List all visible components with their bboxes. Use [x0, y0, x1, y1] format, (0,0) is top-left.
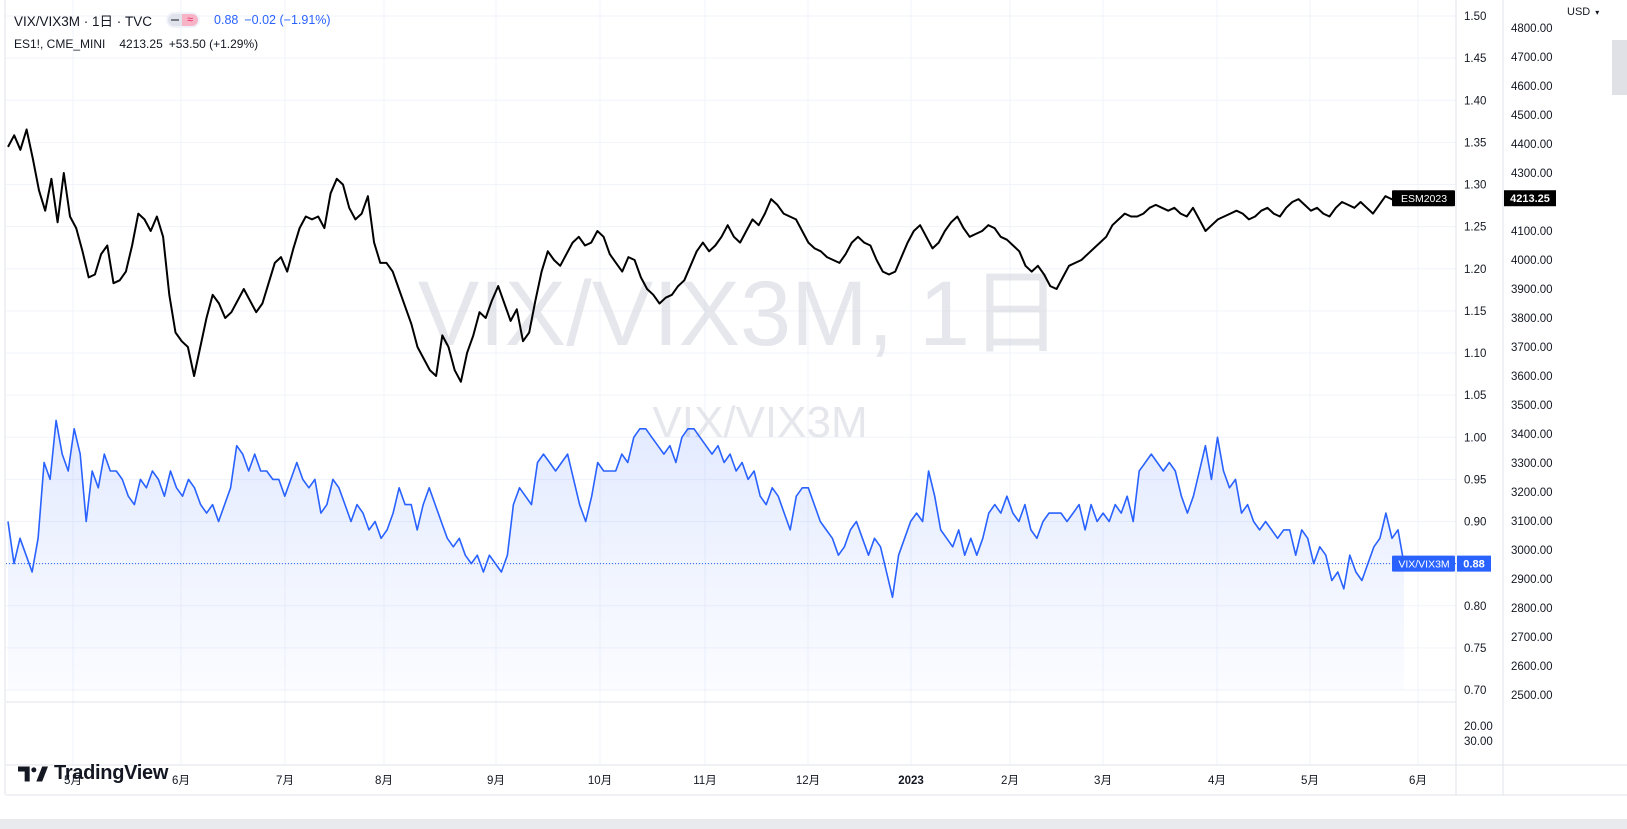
time-axis-label: 7月 — [276, 775, 294, 787]
legend-secondary-change: +53.50 (+1.29%) — [168, 37, 259, 51]
right-axis-tick: 2600.00 — [1511, 661, 1553, 673]
right-edge-scroll[interactable] — [1612, 40, 1627, 95]
left-price-axis[interactable]: 1.50 1.45 1.40 1.35 1.30 1.25 1.20 1.15 1.10 1.05… — [1464, 11, 1486, 697]
series-value-label-box — [1457, 555, 1491, 572]
time-axis-label: 8月 — [375, 775, 393, 787]
time-axis-label: 3月 — [1094, 775, 1112, 787]
time-axis-label: 2月 — [1001, 775, 1019, 787]
legend-compare-badge[interactable]: ≈ — [166, 12, 201, 28]
right-axis-tick: 4700.00 — [1511, 52, 1553, 64]
left-axis-tick: 0.75 — [1464, 643, 1486, 655]
time-axis-label: 2023 — [898, 775, 924, 787]
legend-value: 0.88 — [214, 13, 239, 27]
watermark-main: VIX/VIX3M, 1日 — [418, 263, 1062, 365]
lower-pane-tick: 20.00 — [1464, 721, 1493, 733]
right-axis-tick: 4300.00 — [1511, 168, 1553, 180]
left-axis-tick: 1.40 — [1464, 95, 1486, 107]
right-axis-tick: 4000.00 — [1511, 255, 1553, 267]
legend-symbol[interactable]: VIX/VIX3M · 1日 · TVC — [14, 14, 153, 29]
legend-main-row[interactable]: VIX/VIX3M · 1日 · TVC ≈ 0.88 −0.02 (−1.91… — [14, 9, 331, 31]
left-axis-tick: 0.80 — [1464, 601, 1486, 613]
left-axis-tick: 0.90 — [1464, 517, 1486, 529]
series-value-label-box — [1504, 190, 1556, 207]
series-layer — [6, 128, 1456, 690]
vix-ratio-line — [7, 419, 1405, 599]
left-axis-tick: 1.35 — [1464, 137, 1486, 149]
right-axis-tick: 3400.00 — [1511, 429, 1553, 441]
time-axis-label: 11月 — [693, 775, 716, 787]
ratio-area-fill — [8, 420, 1404, 690]
legend-change: −0.02 (−1.91%) — [244, 13, 331, 27]
lower-pane-tick: 30.00 — [1464, 736, 1493, 748]
legend-secondary-symbol[interactable]: ES1!, CME_MINI — [14, 37, 106, 51]
left-axis-tick: 1.30 — [1464, 180, 1486, 192]
right-price-axis[interactable]: 4800.00 4700.00 4600.00 4500.00 4400.00 4300.… — [1511, 23, 1553, 702]
right-axis-tick: 3100.00 — [1511, 516, 1553, 528]
right-axis-tick: 4500.00 — [1511, 110, 1553, 122]
series-name-label: VIX/VIX3M — [1398, 559, 1449, 571]
time-axis-label: 6月 — [172, 775, 190, 787]
right-axis-tick: 3900.00 — [1511, 284, 1553, 296]
right-axis-tick: 2500.00 — [1511, 690, 1553, 702]
left-axis-tick: 0.95 — [1464, 474, 1486, 486]
right-axis-tick: 2900.00 — [1511, 574, 1553, 586]
legend: VIX/VIX3M · 1日 · TVC ≈ 0.88 −0.02 (−1.91… — [14, 9, 331, 55]
series-value-label: 4213.25 — [1510, 193, 1550, 205]
bottom-strip — [0, 819, 1627, 829]
currency-label: USD — [1567, 6, 1591, 18]
left-axis-tick: 1.25 — [1464, 222, 1486, 234]
left-axis-tick: 1.20 — [1464, 264, 1486, 276]
currency-button[interactable]: USD ▾ — [1567, 6, 1599, 18]
right-axis-tick: 4100.00 — [1511, 226, 1553, 238]
left-axis-tick: 1.00 — [1464, 432, 1486, 444]
series-name-label-box — [1392, 555, 1455, 572]
time-axis-label: 10月 — [588, 775, 612, 787]
left-axis-tick: 1.15 — [1464, 306, 1486, 318]
time-axis[interactable]: 5月 6月 7月 8月 9月 10月 11月 12月 2023 2月 3月 4月 5月 6月 — [64, 775, 1427, 787]
right-axis-tick: 3800.00 — [1511, 313, 1553, 325]
left-axis-tick: 1.45 — [1464, 53, 1486, 65]
time-axis-label: 6月 — [1409, 775, 1427, 787]
minus-icon — [168, 14, 183, 26]
lower-pane-axis[interactable]: 20.00 30.00 — [1464, 721, 1493, 748]
right-axis-tick: 4600.00 — [1511, 81, 1553, 93]
wave-icon: ≈ — [182, 14, 199, 26]
time-axis-label: 5月 — [1301, 775, 1319, 787]
tradingview-logo[interactable]: TradingView — [18, 762, 168, 785]
tradingview-logo-icon — [18, 766, 48, 781]
legend-secondary-row[interactable]: ES1!, CME_MINI 4213.25 +53.50 (+1.29%) — [14, 33, 331, 55]
right-axis-tick: 3600.00 — [1511, 371, 1553, 383]
right-axis-tick: 3500.00 — [1511, 400, 1553, 412]
left-axis-tick: 0.70 — [1464, 685, 1486, 697]
tradingview-logo-text: TradingView — [54, 762, 169, 784]
right-axis-tick: 2700.00 — [1511, 632, 1553, 644]
time-axis-label: 5月 — [64, 775, 82, 787]
right-axis-tick: 2800.00 — [1511, 603, 1553, 615]
pane-borders — [4, 0, 1627, 796]
last-value-labels: VIX/VIX3M 0.88 ESM2023 4213.25 — [1392, 190, 1556, 572]
series-name-label-box — [1392, 190, 1455, 207]
series-value-label: 0.88 — [1463, 559, 1484, 571]
right-axis-tick: 3000.00 — [1511, 545, 1553, 557]
right-axis-tick: 3200.00 — [1511, 487, 1553, 499]
left-axis-tick: 1.50 — [1464, 11, 1486, 23]
right-axis-tick: 4800.00 — [1511, 23, 1553, 35]
right-axis-tick: 3700.00 — [1511, 342, 1553, 354]
left-axis-tick: 1.05 — [1464, 390, 1486, 402]
right-axis-tick: 4400.00 — [1511, 139, 1553, 151]
right-axis-tick: 3300.00 — [1511, 458, 1553, 470]
series-name-label: ESM2023 — [1401, 193, 1447, 205]
time-axis-label: 9月 — [487, 775, 505, 787]
es-line — [7, 128, 1405, 383]
legend-secondary-value: 4213.25 — [119, 37, 163, 51]
chevron-down-icon: ▾ — [1595, 8, 1600, 17]
time-axis-label: 4月 — [1208, 775, 1226, 787]
left-axis-tick: 1.10 — [1464, 348, 1486, 360]
time-axis-label: 12月 — [796, 775, 820, 787]
